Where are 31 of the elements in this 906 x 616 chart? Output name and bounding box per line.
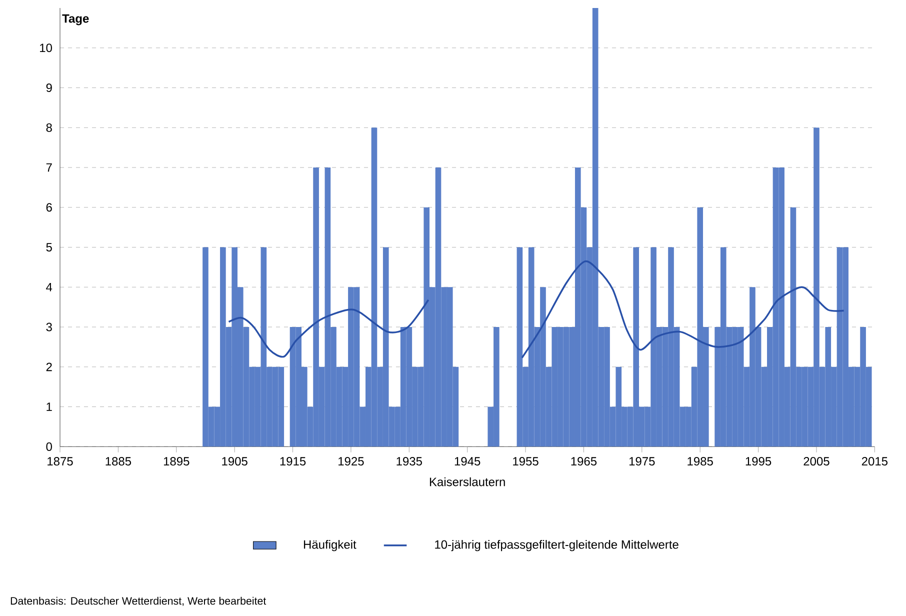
x-tick-label: 1935 xyxy=(396,457,422,466)
x-tick-label: 1965 xyxy=(571,457,597,466)
x-tick-label: 1995 xyxy=(746,457,772,466)
x-tick-label: 1895 xyxy=(164,457,190,466)
x-tick-label: 1875 xyxy=(48,457,73,466)
y-tick-label: 3 xyxy=(46,322,52,332)
x-tick-label: 1905 xyxy=(222,457,248,466)
x-tick-label: 1945 xyxy=(454,457,480,466)
legend-label: 10-jährig tiefpassgefiltert-gleitende Mittelwerte xyxy=(435,540,678,552)
x-tick-label: 1975 xyxy=(629,457,655,466)
x-tick-label: 1915 xyxy=(280,457,306,466)
y-tick-label: 5 xyxy=(46,243,52,252)
y-tick-label: 10 xyxy=(40,44,52,52)
x-tick-label: 1925 xyxy=(338,457,364,466)
x-tick-label: 2015 xyxy=(862,457,888,466)
x-axis-title: Kaiserslautern xyxy=(430,477,505,486)
legend-label: Häufigkeit xyxy=(304,540,356,552)
y-tick-label: 4 xyxy=(46,283,52,292)
x-tick-label: 1985 xyxy=(688,457,713,466)
y-tick-label: 7 xyxy=(46,163,52,172)
y-tick-label: 0 xyxy=(46,442,52,451)
y-tick-label: 6 xyxy=(46,203,52,212)
x-tick-label: 1955 xyxy=(513,457,538,466)
y-tick-label: 2 xyxy=(46,362,52,372)
y-tick-label: 8 xyxy=(46,123,52,132)
x-tick-label: 1885 xyxy=(106,457,132,466)
y-tick-label: 9 xyxy=(46,83,52,92)
y-axis-title: Tage xyxy=(62,14,89,26)
x-tick-label: 2005 xyxy=(804,457,830,466)
y-tick-label: 1 xyxy=(46,402,52,411)
text: Datenbasis: Deutscher Wetterdienst, Werte bearbeitet xyxy=(10,596,266,606)
